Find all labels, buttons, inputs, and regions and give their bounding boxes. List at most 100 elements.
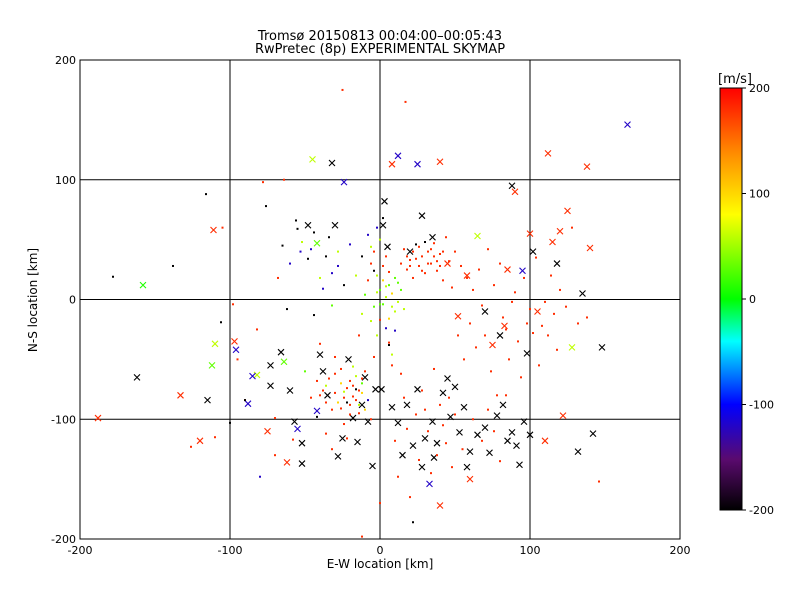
dot-marker	[286, 308, 288, 311]
y-tick-label: 200	[55, 54, 76, 67]
cross-marker	[378, 385, 385, 393]
cross-marker	[394, 152, 402, 160]
cross-marker	[403, 401, 411, 409]
cross-marker	[504, 437, 511, 445]
dot-marker	[331, 304, 333, 307]
dot-marker	[433, 242, 435, 245]
colorbar-tick-label: 0	[749, 293, 756, 306]
dot-marker	[274, 417, 276, 420]
dot-marker	[281, 244, 284, 247]
dot-marker	[388, 341, 390, 344]
dot-marker	[404, 100, 407, 103]
cross-marker	[508, 182, 516, 190]
dot-marker	[361, 391, 363, 394]
y-tick-label: 100	[55, 174, 76, 187]
cross-marker	[456, 429, 463, 436]
cross-marker	[244, 400, 252, 408]
cross-marker	[523, 349, 531, 357]
dot-marker	[442, 424, 444, 427]
dot-marker	[313, 231, 315, 234]
dot-marker	[220, 321, 222, 324]
dot-marker	[190, 445, 192, 448]
dot-marker	[334, 372, 336, 375]
dot-marker	[409, 258, 411, 261]
cross-marker	[177, 391, 184, 399]
dot-marker	[382, 303, 384, 306]
dot-marker	[331, 448, 333, 451]
y-tick-label: -100	[51, 413, 76, 426]
dot-marker	[379, 318, 381, 321]
dot-marker	[391, 353, 393, 356]
cross-marker	[379, 221, 387, 229]
dot-marker	[337, 264, 339, 267]
dot-marker	[397, 300, 399, 303]
cross-marker	[328, 159, 336, 167]
cross-marker	[499, 401, 507, 409]
cross-marker	[426, 480, 433, 488]
cross-marker	[520, 418, 528, 426]
dot-marker	[346, 401, 348, 404]
dot-marker	[391, 364, 393, 367]
dot-marker	[328, 377, 330, 380]
y-axis-label: N-S location [km]	[26, 248, 40, 352]
dot-marker	[322, 287, 324, 290]
dot-marker	[358, 412, 360, 415]
dot-marker	[451, 286, 453, 289]
dot-marker	[427, 262, 429, 265]
dot-marker	[478, 268, 480, 271]
dot-marker	[388, 270, 390, 273]
dot-marker	[349, 379, 351, 382]
dot-marker	[262, 181, 264, 184]
dot-marker	[475, 346, 477, 349]
dot-marker	[481, 439, 483, 442]
cross-marker	[463, 272, 471, 279]
cross-marker	[381, 197, 388, 205]
dot-marker	[370, 320, 372, 323]
dot-marker	[364, 370, 366, 373]
dot-marker	[499, 262, 501, 265]
dot-marker	[394, 310, 396, 313]
dot-marker	[397, 281, 399, 284]
plot-frame	[79, 59, 681, 540]
dot-marker	[341, 88, 344, 91]
dot-marker	[487, 408, 489, 411]
cross-marker	[394, 419, 402, 427]
cross-marker	[519, 267, 526, 275]
dot-marker	[292, 438, 294, 441]
cross-marker	[231, 338, 238, 345]
cross-marker	[489, 341, 496, 349]
cross-marker	[496, 332, 504, 339]
dot-marker	[460, 264, 462, 267]
cross-marker	[210, 226, 217, 234]
dot-marker	[403, 248, 405, 251]
dot-marker	[445, 442, 447, 445]
dot-marker	[430, 248, 432, 251]
x-axis-label: E-W location [km]	[327, 557, 434, 571]
cross-marker	[286, 387, 294, 394]
dot-marker	[343, 284, 345, 287]
dot-marker	[388, 344, 390, 347]
dot-marker	[340, 382, 342, 385]
cross-marker	[232, 346, 240, 354]
dot-marker	[331, 408, 333, 411]
cross-marker	[436, 502, 444, 509]
cross-marker	[511, 188, 519, 196]
dot-marker	[538, 364, 540, 367]
dot-marker	[355, 274, 357, 277]
cross-marker	[516, 461, 523, 469]
dot-marker	[385, 296, 387, 299]
cross-marker	[463, 463, 471, 471]
dot-marker	[370, 245, 372, 248]
cross-marker	[526, 431, 534, 439]
cross-marker	[574, 448, 582, 455]
chart-subtitle: RwPretec (8p) EXPERIMENTAL SKYMAP	[255, 42, 505, 57]
x-tick-label: 0	[377, 544, 384, 557]
dot-marker	[484, 334, 486, 337]
cross-marker	[294, 425, 301, 433]
dot-marker	[337, 401, 339, 404]
cross-marker	[388, 403, 396, 411]
dot-marker	[373, 355, 375, 358]
x-tick-label: -200	[68, 544, 93, 557]
dot-marker	[367, 399, 369, 402]
cross-marker	[324, 391, 331, 399]
